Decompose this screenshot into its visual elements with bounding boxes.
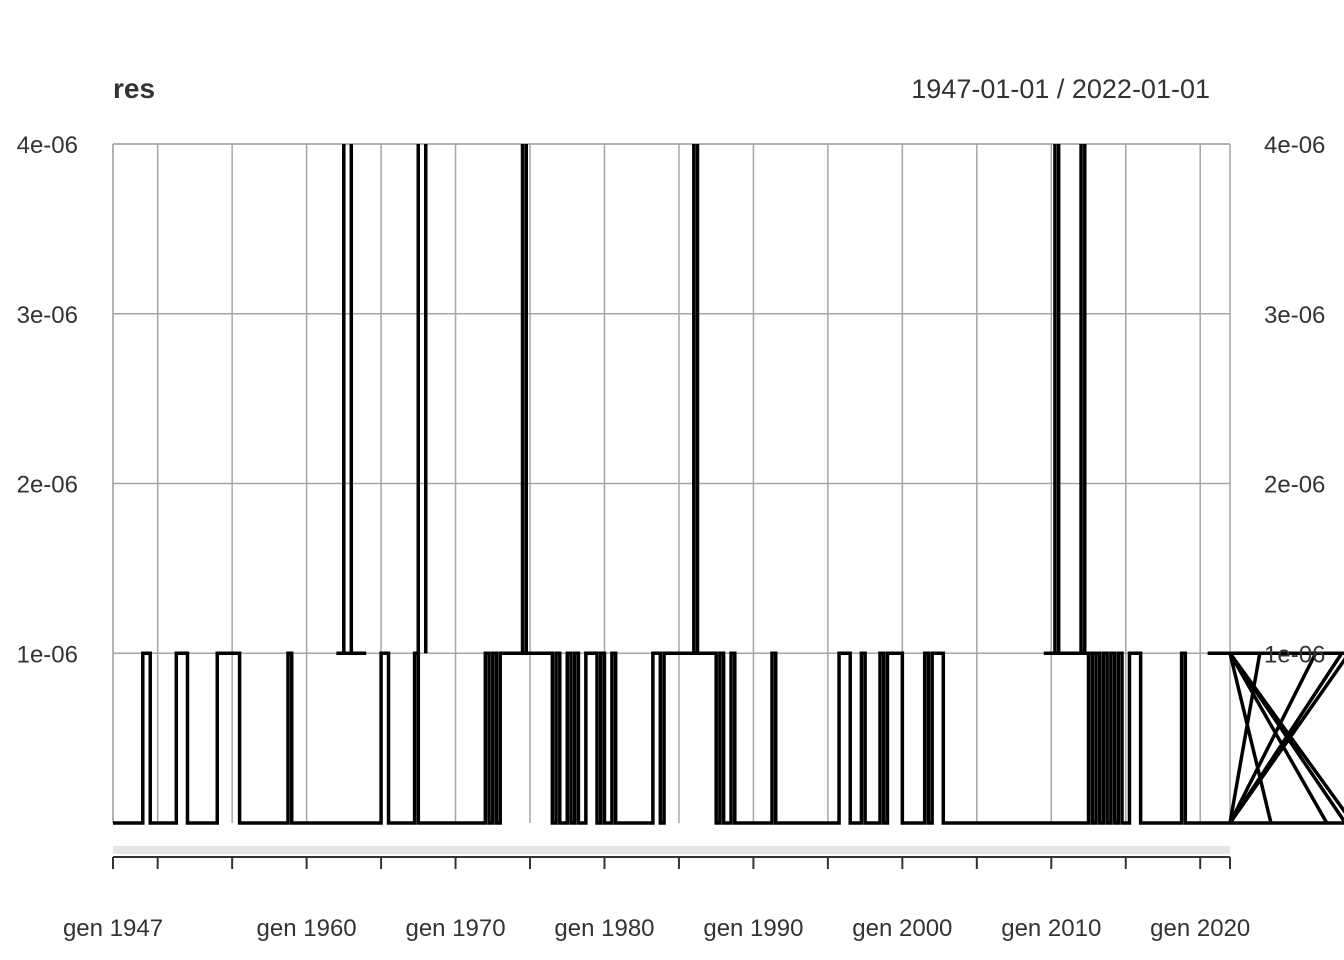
y-tick-label-right: 2e-06 [1264,472,1325,499]
x-tick-label: gen 2020 [1150,915,1250,942]
y-tick-label-right: 3e-06 [1264,302,1325,329]
y-tick-label-left: 3e-06 [17,302,78,329]
x-tick-label: gen 1947 [63,915,163,942]
chart-grid [112,143,1231,823]
chart-title: res [113,73,155,104]
y-tick-label-left: 4e-06 [17,132,78,159]
x-tick-label: gen 1960 [257,915,357,942]
x-axis: gen 1947 gen 1960 gen 1970 gen 1980 gen 1990… [63,846,1250,942]
x-tick-label: gen 1970 [405,915,505,942]
x-axis-minor-strip [113,846,1230,854]
x-tick-label: gen 1990 [703,915,803,942]
y-tick-label-left: 1e-06 [17,641,78,668]
y-axis-right: 1e-06 2e-06 3e-06 4e-06 [1264,132,1325,668]
y-tick-label-right: 1e-06 [1264,641,1325,668]
chart-series [113,144,1344,825]
y-axis-left: 1e-06 2e-06 3e-06 4e-06 [17,132,78,668]
date-range-label: 1947-01-01 / 2022-01-01 [911,74,1210,104]
series-line [113,651,1344,825]
y-tick-label-left: 2e-06 [17,472,78,499]
x-tick-label: gen 1980 [554,915,654,942]
x-tick-label: gen 2000 [852,915,952,942]
x-tick-label: gen 2010 [1001,915,1101,942]
y-tick-label-right: 4e-06 [1264,132,1325,159]
